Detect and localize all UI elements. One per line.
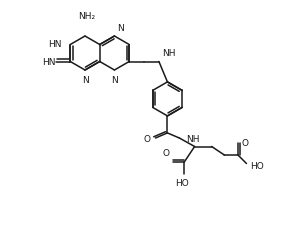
- Text: O: O: [144, 134, 150, 143]
- Text: NH₂: NH₂: [78, 12, 96, 21]
- Text: NH: NH: [186, 134, 200, 143]
- Text: NH: NH: [162, 48, 176, 57]
- Text: N: N: [111, 76, 118, 85]
- Text: HN: HN: [48, 40, 61, 49]
- Text: O: O: [163, 148, 170, 157]
- Text: HN: HN: [42, 58, 55, 67]
- Text: HO: HO: [251, 161, 264, 170]
- Text: O: O: [242, 138, 249, 147]
- Text: N: N: [118, 24, 124, 33]
- Text: N: N: [82, 76, 89, 85]
- Text: HO: HO: [176, 178, 189, 187]
